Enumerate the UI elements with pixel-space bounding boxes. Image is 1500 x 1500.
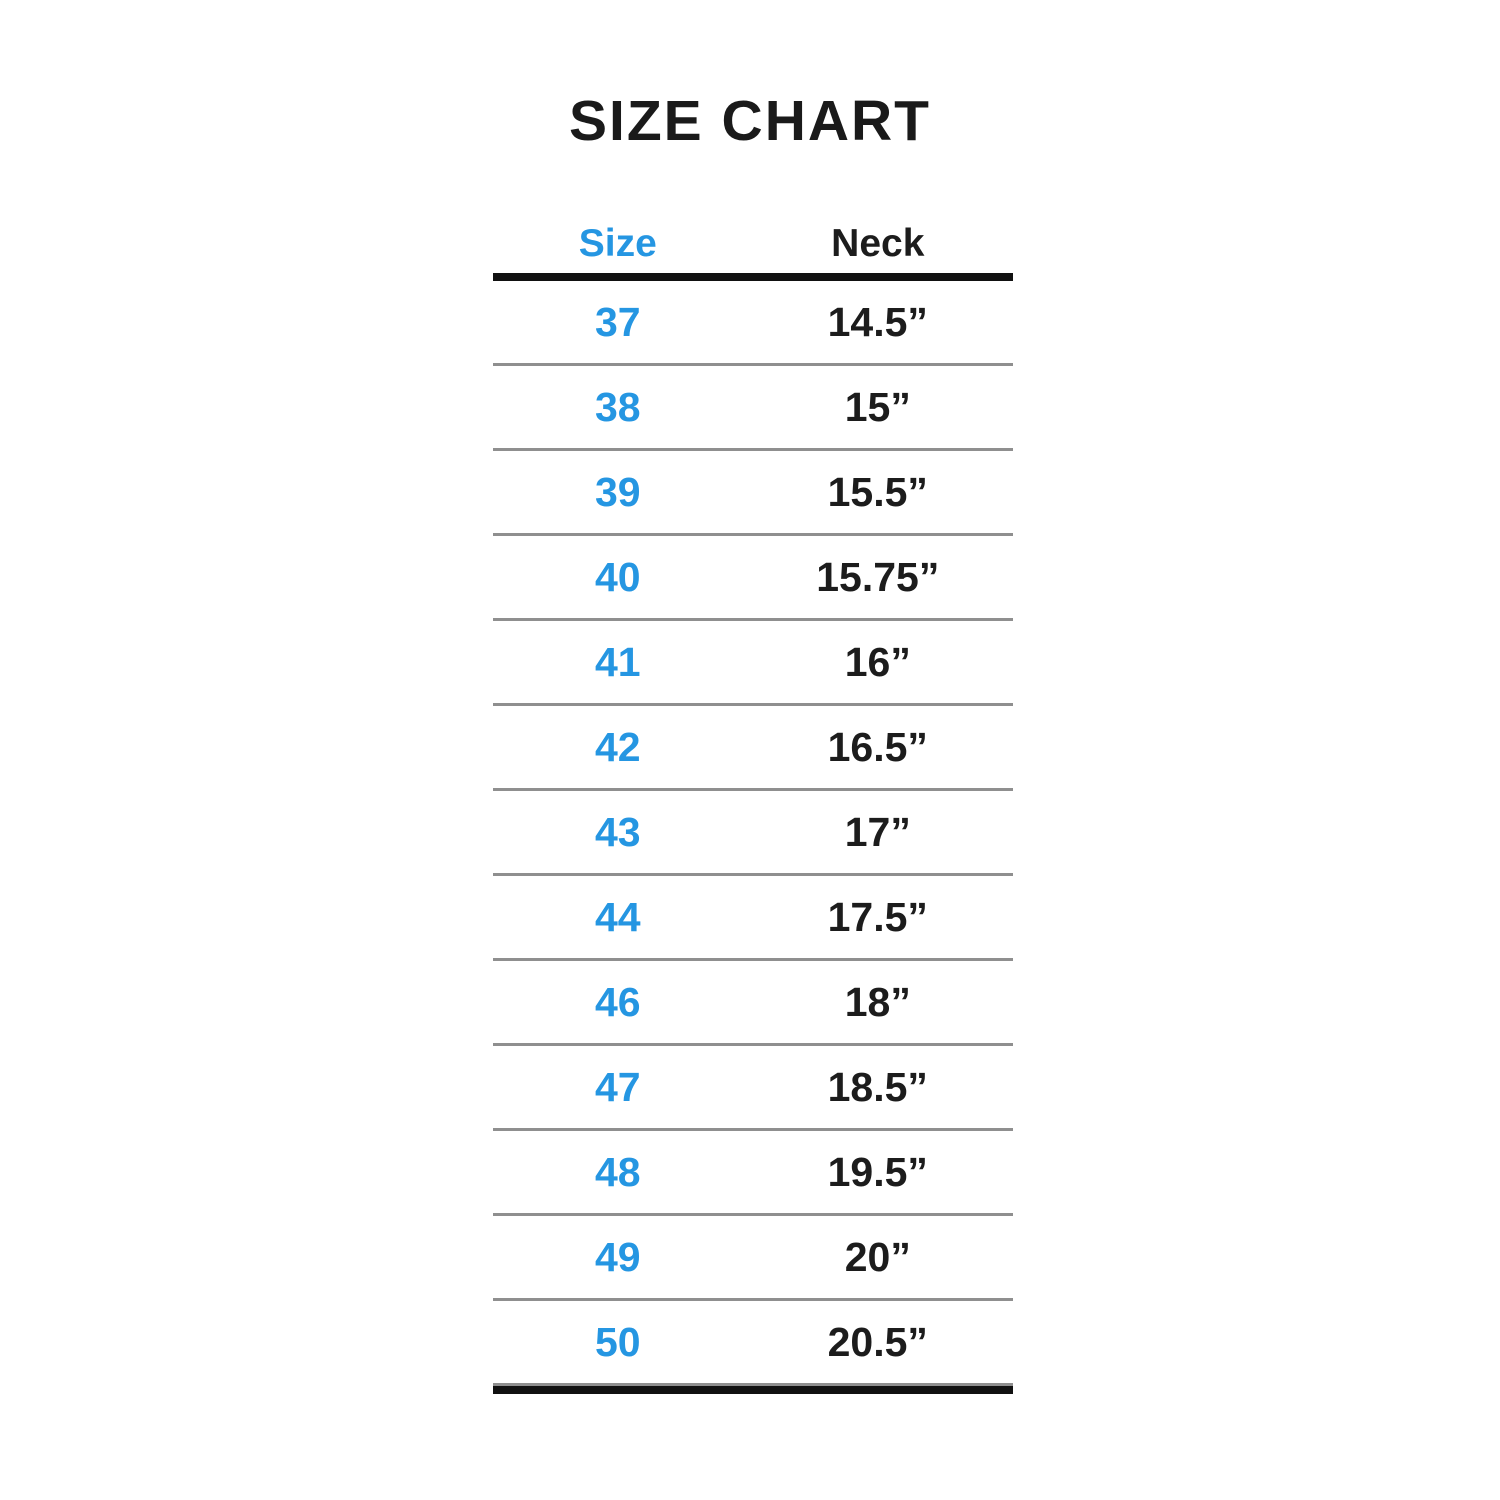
table-row: 41 16”: [493, 621, 1013, 706]
size-cell: 50: [594, 1318, 641, 1365]
neck-cell: 18”: [844, 978, 911, 1025]
table-row: 40 15.75”: [493, 536, 1013, 621]
neck-cell: 16”: [844, 638, 911, 685]
neck-cell: 16.5”: [827, 723, 928, 770]
table-row: 49 20”: [493, 1216, 1013, 1301]
table-bottom-rule: [493, 1386, 1013, 1394]
table-row: 48 19.5”: [493, 1131, 1013, 1216]
table-row: 37 14.5”: [493, 281, 1013, 366]
neck-cell: 14.5”: [827, 298, 928, 345]
size-cell: 47: [594, 1063, 641, 1110]
table-row: 43 17”: [493, 791, 1013, 876]
size-cell: 37: [594, 298, 641, 345]
column-header-size: Size: [578, 222, 657, 265]
table-top-rule: [493, 273, 1013, 281]
size-cell: 40: [594, 553, 641, 600]
size-chart-table: Size Neck 37 14.5” 38 15” 39 15.5” 40 15…: [493, 215, 1013, 1394]
neck-cell: 15.5”: [827, 468, 928, 515]
neck-cell: 17”: [844, 808, 911, 855]
neck-cell: 20.5”: [827, 1318, 928, 1365]
neck-cell: 17.5”: [827, 893, 928, 940]
neck-cell: 15.75”: [816, 553, 940, 600]
table-row: 42 16.5”: [493, 706, 1013, 791]
neck-cell: 15”: [844, 383, 911, 430]
neck-cell: 18.5”: [827, 1063, 928, 1110]
size-cell: 39: [594, 468, 641, 515]
size-cell: 48: [594, 1148, 641, 1195]
size-cell: 44: [594, 893, 641, 940]
neck-cell: 20”: [844, 1233, 911, 1280]
page-title: SIZE CHART: [569, 89, 931, 153]
table-row: 39 15.5”: [493, 451, 1013, 536]
column-header-neck: Neck: [831, 222, 925, 265]
size-cell: 42: [594, 723, 641, 770]
table-row: 50 20.5”: [493, 1301, 1013, 1386]
size-cell: 38: [594, 383, 641, 430]
table-row: 44 17.5”: [493, 876, 1013, 961]
table-header-row: Size Neck: [493, 215, 1013, 273]
size-cell: 41: [594, 638, 641, 685]
size-cell: 46: [594, 978, 641, 1025]
size-cell: 43: [594, 808, 641, 855]
table-row: 46 18”: [493, 961, 1013, 1046]
table-row: 38 15”: [493, 366, 1013, 451]
neck-cell: 19.5”: [827, 1148, 928, 1195]
size-cell: 49: [594, 1233, 641, 1280]
table-row: 47 18.5”: [493, 1046, 1013, 1131]
